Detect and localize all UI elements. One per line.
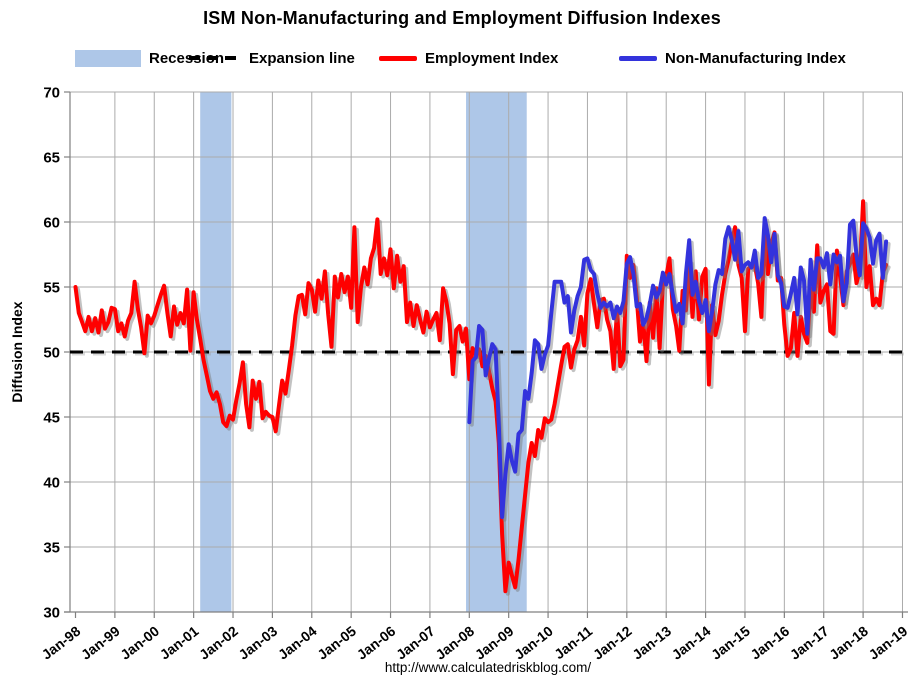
x-tick-label: Jan-16 (747, 623, 792, 663)
x-tick-label: Jan-14 (669, 623, 714, 663)
x-tick-label: Jan-10 (511, 623, 556, 663)
legend-label-recession: Recession (149, 49, 225, 67)
legend-item-recession: Recession (75, 46, 224, 70)
non-manufacturing-index-line (467, 216, 889, 520)
x-tick-label: Jan-17 (787, 623, 832, 663)
x-tick-label: Jan-01 (157, 623, 202, 663)
y-tick-label: 45 (43, 410, 60, 427)
x-tick-label: Jan-12 (590, 623, 635, 663)
y-tick-label: 60 (43, 215, 60, 232)
x-tick-label: Jan-13 (629, 623, 674, 663)
x-tick-label: Jan-09 (472, 623, 517, 663)
y-tick-label: 35 (43, 540, 60, 557)
x-tick-label: Jan-04 (275, 623, 320, 663)
legend-label-nonmanufacturing: Non-Manufacturing Index (665, 49, 846, 67)
x-tick-label: Jan-98 (39, 623, 84, 663)
y-tick-label: 55 (43, 280, 60, 297)
x-tick-label: Jan-05 (314, 623, 359, 663)
y-tick-label: 70 (43, 85, 60, 102)
legend-item-employment: Employment Index (379, 46, 558, 70)
x-tick-label: Jan-03 (235, 623, 280, 663)
legend: Recession Expansion line Employment Inde… (0, 46, 924, 70)
y-tick-label: 65 (43, 150, 60, 167)
red-line-swatch-icon (379, 55, 417, 61)
x-tick-label: Jan-06 (354, 623, 399, 663)
x-tick-label: Jan-15 (708, 623, 753, 663)
y-tick-label: 40 (43, 475, 60, 492)
y-tick-label: 50 (43, 345, 60, 362)
y-axis-title: Diffusion Index (9, 301, 25, 402)
x-tick-label: Jan-08 (432, 623, 477, 663)
y-tick-label: 30 (43, 605, 60, 622)
legend-item-nonmanufacturing: Non-Manufacturing Index (619, 46, 846, 70)
x-tick-label: Jan-11 (551, 623, 595, 663)
legend-label-employment: Employment Index (425, 49, 559, 67)
x-tick-label: Jan-02 (196, 623, 241, 663)
source-url: http://www.calculatedriskblog.com/ (384, 660, 592, 675)
x-tick-label: Jan-18 (826, 623, 871, 663)
x-tick-label: Jan-07 (393, 623, 438, 663)
blue-line-swatch-icon (619, 55, 657, 61)
chart-title: ISM Non-Manufacturing and Employment Dif… (203, 8, 721, 28)
x-tick-label: Jan-00 (117, 623, 162, 663)
dashed-line-swatch-icon (189, 56, 241, 60)
legend-item-expansion-line: Expansion line (189, 46, 355, 70)
legend-label-expansion: Expansion line (249, 49, 355, 67)
x-tick-label: Jan-19 (866, 623, 911, 663)
recession-swatch-icon (75, 49, 141, 67)
x-tick-label: Jan-99 (78, 623, 123, 663)
